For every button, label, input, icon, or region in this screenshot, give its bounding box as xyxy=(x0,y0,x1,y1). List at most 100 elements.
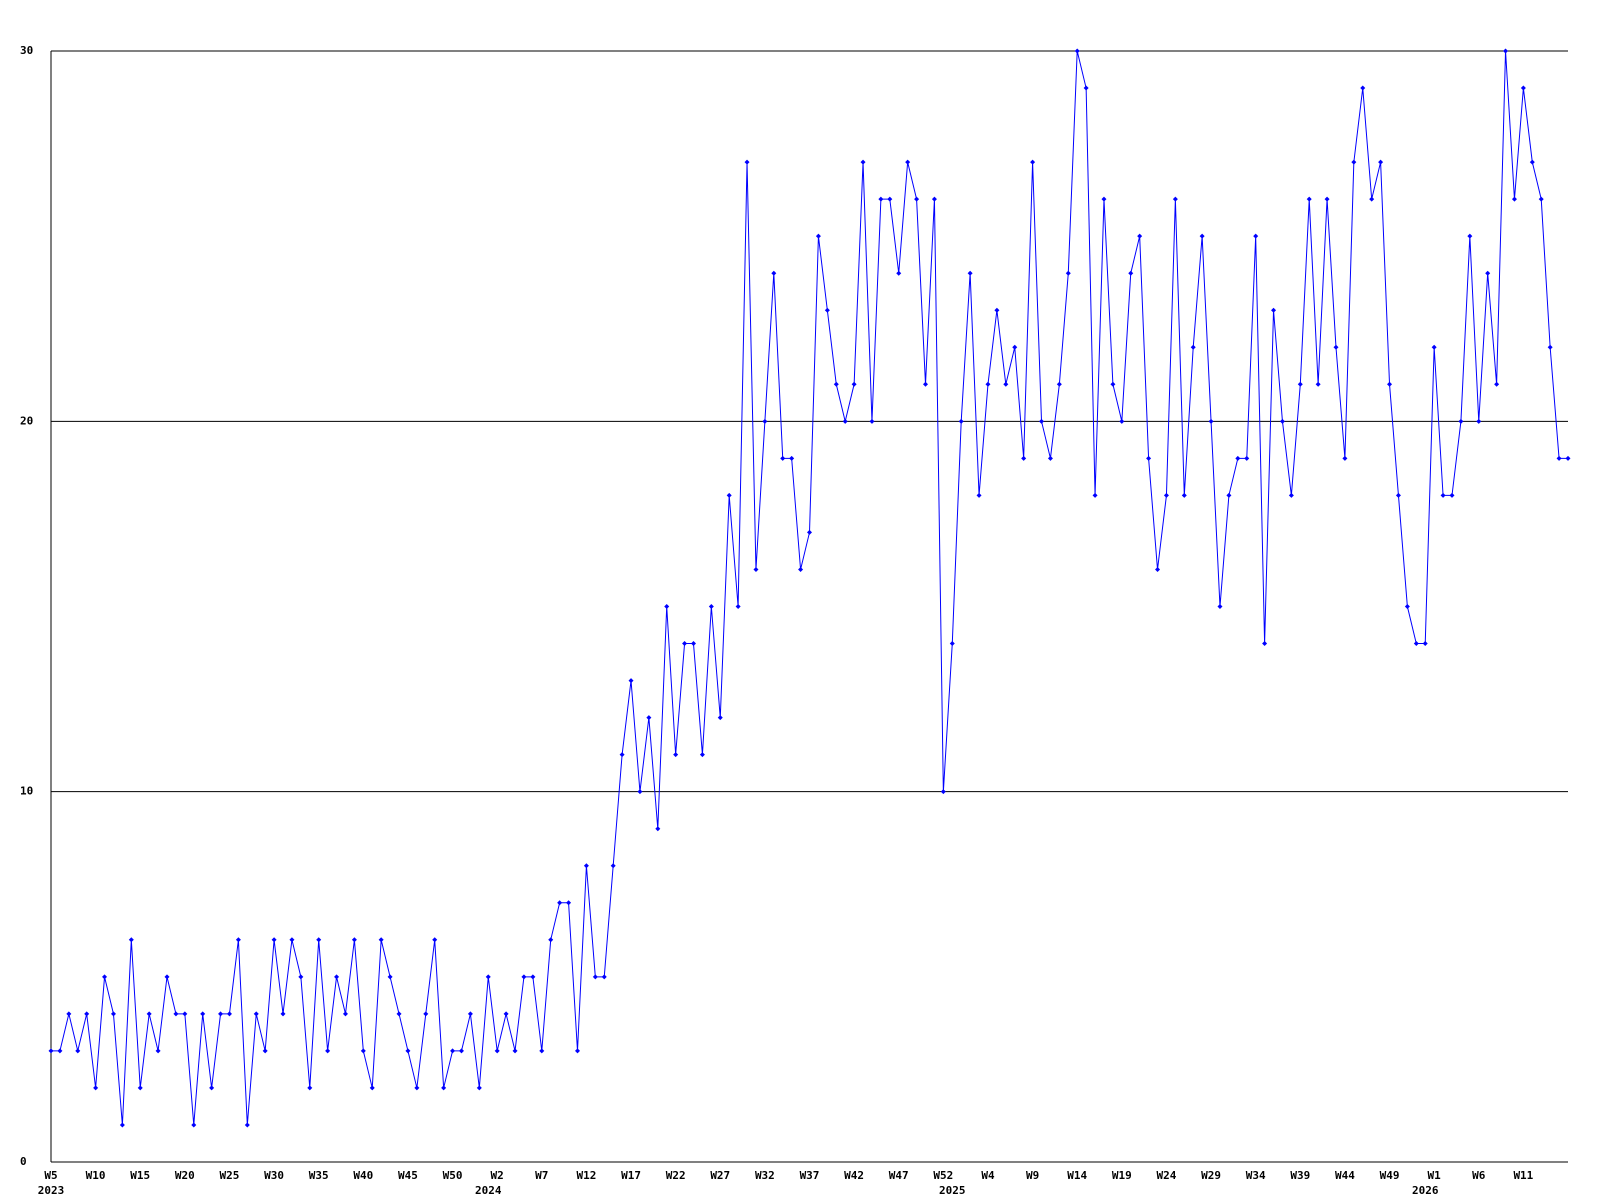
point xyxy=(530,974,536,980)
point xyxy=(824,307,830,313)
point xyxy=(66,1011,72,1017)
point xyxy=(566,900,572,906)
point xyxy=(1387,381,1393,387)
point xyxy=(146,1011,152,1017)
point xyxy=(1565,455,1571,461)
point xyxy=(209,1085,215,1091)
point xyxy=(1395,492,1401,498)
x-tick-label: W39 xyxy=(1290,1169,1310,1182)
point xyxy=(664,604,670,609)
point xyxy=(235,937,241,943)
point xyxy=(164,974,170,980)
point xyxy=(1511,196,1517,202)
point xyxy=(646,715,652,721)
point xyxy=(690,641,696,647)
x-tick-label: W19 xyxy=(1112,1169,1132,1182)
point xyxy=(1074,48,1080,54)
point xyxy=(1003,381,1009,387)
point xyxy=(57,1048,63,1054)
point xyxy=(1538,196,1544,202)
point xyxy=(1467,233,1473,239)
point xyxy=(521,974,527,980)
point xyxy=(1244,455,1250,461)
point xyxy=(905,159,911,165)
point xyxy=(1262,641,1268,647)
point xyxy=(1253,233,1259,239)
x-tick-label: W25 xyxy=(220,1169,240,1182)
point xyxy=(1110,381,1116,387)
year-label: 2025 xyxy=(939,1184,966,1197)
x-tick-label: W11 xyxy=(1513,1169,1533,1182)
point xyxy=(1369,196,1375,202)
point xyxy=(369,1085,375,1091)
point xyxy=(182,1011,188,1017)
point xyxy=(762,418,768,424)
point xyxy=(842,418,848,424)
point xyxy=(414,1085,420,1091)
point xyxy=(325,1048,331,1054)
x-tick-label: W2 xyxy=(491,1169,504,1182)
point xyxy=(1351,159,1357,165)
x-tick-label: W1 xyxy=(1428,1169,1442,1182)
point xyxy=(334,974,340,980)
point xyxy=(1360,85,1366,91)
point xyxy=(476,1085,482,1091)
point xyxy=(360,1048,366,1054)
x-tick-label: W17 xyxy=(621,1169,641,1182)
y-tick-label: 20 xyxy=(20,414,33,427)
point xyxy=(1315,381,1321,387)
point xyxy=(423,1011,429,1017)
point xyxy=(1199,233,1205,239)
point xyxy=(753,566,759,572)
x-tick-label: W6 xyxy=(1472,1169,1486,1182)
point xyxy=(851,381,857,387)
point xyxy=(1271,307,1277,313)
x-tick-label: W52 xyxy=(933,1169,953,1182)
point xyxy=(1163,492,1169,498)
point xyxy=(735,604,741,609)
point xyxy=(1297,381,1303,387)
point xyxy=(1056,381,1062,387)
x-tick-label: W32 xyxy=(755,1169,775,1182)
point xyxy=(1324,196,1330,202)
point xyxy=(655,826,661,832)
point xyxy=(110,1011,116,1017)
point xyxy=(1119,418,1125,424)
point xyxy=(1306,196,1312,202)
point xyxy=(485,974,491,980)
point xyxy=(119,1122,125,1128)
point xyxy=(1101,196,1107,202)
point xyxy=(467,1011,473,1017)
point xyxy=(592,974,598,980)
point xyxy=(833,381,839,387)
year-label: 2023 xyxy=(38,1184,65,1197)
x-tick-label: W44 xyxy=(1335,1169,1355,1182)
point xyxy=(226,1011,232,1017)
point xyxy=(1547,344,1553,350)
point xyxy=(173,1011,179,1017)
point xyxy=(1485,270,1491,276)
x-tick-label: W50 xyxy=(443,1169,463,1182)
point xyxy=(601,974,607,980)
point xyxy=(985,381,991,387)
point xyxy=(557,900,563,906)
x-tick-label: W30 xyxy=(264,1169,284,1182)
point xyxy=(1155,566,1161,572)
point xyxy=(1208,418,1214,424)
point xyxy=(1520,85,1526,91)
point xyxy=(539,1048,545,1054)
point xyxy=(726,492,732,498)
point xyxy=(289,937,295,943)
point xyxy=(994,307,1000,313)
point xyxy=(494,1048,500,1054)
point xyxy=(1181,492,1187,498)
point xyxy=(503,1011,509,1017)
point xyxy=(93,1085,99,1091)
point xyxy=(1422,641,1428,647)
point xyxy=(1440,492,1446,498)
x-tick-label: W24 xyxy=(1157,1169,1177,1182)
x-tick-label: W35 xyxy=(309,1169,329,1182)
point xyxy=(200,1011,206,1017)
point xyxy=(155,1048,161,1054)
